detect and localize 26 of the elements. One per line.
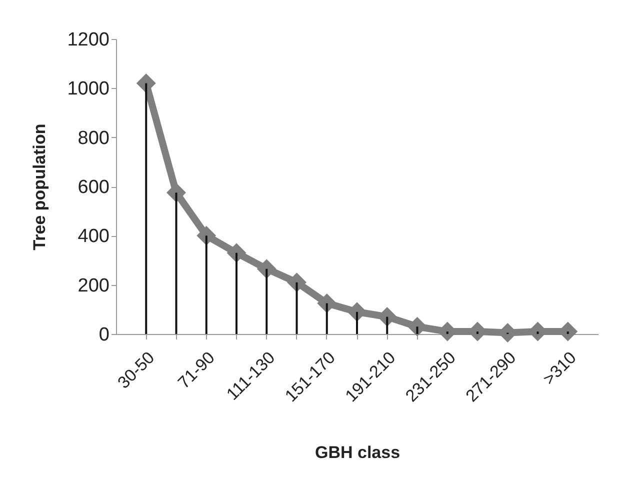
bar — [266, 268, 268, 334]
bar — [296, 282, 298, 334]
x-axis-title: GBH class — [314, 442, 400, 462]
bar — [175, 192, 178, 334]
bar — [145, 83, 148, 334]
bar — [205, 236, 208, 334]
point — [196, 226, 216, 246]
point — [136, 74, 156, 93]
y-tick-label: 800 — [78, 128, 110, 149]
bar — [236, 252, 238, 334]
point — [287, 272, 306, 292]
point — [408, 316, 427, 336]
y-tick-label: 400 — [78, 226, 110, 248]
bar — [386, 316, 388, 334]
y-axis-title: Tree population — [30, 124, 50, 250]
bar — [326, 303, 328, 334]
point — [256, 259, 276, 279]
bar — [356, 312, 358, 334]
y-tick-label: 1200 — [67, 30, 110, 50]
y-tick-label: 600 — [78, 177, 110, 198]
y-tick-label: 200 — [78, 275, 110, 296]
point — [166, 182, 186, 202]
y-tick-label: 0 — [98, 324, 110, 346]
bar — [416, 326, 418, 334]
point — [317, 294, 337, 314]
y-tick-label: 1000 — [67, 78, 110, 100]
